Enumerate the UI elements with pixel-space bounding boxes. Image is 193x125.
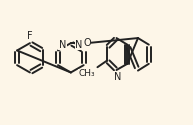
Text: N: N: [59, 40, 66, 50]
Text: CH₃: CH₃: [79, 70, 96, 78]
Text: N: N: [114, 72, 121, 82]
Text: N: N: [75, 40, 83, 50]
Text: F: F: [27, 31, 33, 41]
Text: O: O: [83, 38, 91, 48]
